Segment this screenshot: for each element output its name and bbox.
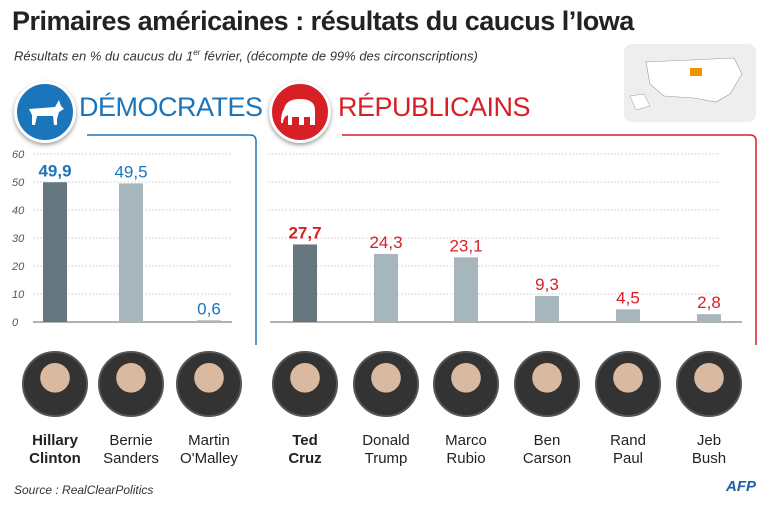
candidate-photo bbox=[272, 351, 338, 417]
bar bbox=[616, 309, 640, 322]
dem-frame bbox=[87, 134, 257, 345]
candidate-photo bbox=[176, 351, 242, 417]
first-name: Ted bbox=[292, 432, 318, 449]
candidate-photo bbox=[676, 351, 742, 417]
source: Source : RealClearPolitics bbox=[14, 483, 154, 497]
first-name: Rand bbox=[610, 432, 646, 449]
last-name: Sanders bbox=[103, 450, 159, 467]
donkey-logo-icon bbox=[14, 81, 76, 143]
bar-charts: 0 10 20 30 40 50 60 49,9 49,5 0,6 27,7 24,3 23,1 9,3 4… bbox=[11, 134, 757, 345]
first-name: Hillary bbox=[32, 432, 78, 449]
data-label: 4,5 bbox=[616, 288, 640, 307]
bar bbox=[197, 320, 221, 322]
data-label: 23,1 bbox=[449, 236, 482, 255]
y-tick-label: 20 bbox=[11, 261, 25, 273]
candidate-name: Hillary Clinton bbox=[15, 432, 95, 468]
dem-title: DÉMOCRATES bbox=[79, 92, 263, 122]
data-label: 27,7 bbox=[288, 223, 321, 242]
candidate-name: Ben Carson bbox=[507, 432, 587, 468]
data-label: 2,8 bbox=[697, 293, 721, 312]
y-tick-label: 30 bbox=[12, 233, 25, 245]
subtitle: Résultats en % du caucus du 1er février,… bbox=[14, 48, 478, 63]
elephant-logo-icon bbox=[269, 81, 331, 143]
first-name: Jeb bbox=[696, 432, 722, 449]
data-label: 49,9 bbox=[38, 161, 71, 180]
first-name: Martin bbox=[188, 432, 230, 449]
candidate-name: Ted Cruz bbox=[265, 432, 345, 468]
data-label: 49,5 bbox=[114, 162, 147, 181]
last-name: O'Malley bbox=[180, 450, 238, 467]
candidate-photo bbox=[595, 351, 661, 417]
last-name: Rubio bbox=[446, 450, 486, 467]
us-map-iowa bbox=[624, 44, 756, 122]
candidate-photo bbox=[514, 351, 580, 417]
bar bbox=[293, 244, 317, 322]
first-name: Bernie bbox=[109, 432, 153, 449]
first-name: Marco bbox=[445, 432, 487, 449]
last-name: Bush bbox=[691, 450, 727, 467]
bar bbox=[697, 314, 721, 322]
last-name: Carson bbox=[522, 450, 572, 467]
candidate-photo bbox=[98, 351, 164, 417]
first-name: Ben bbox=[533, 432, 561, 449]
candidate-name: Martin O'Malley bbox=[169, 432, 249, 468]
y-tick-label: 60 bbox=[12, 149, 25, 161]
last-name: Cruz bbox=[288, 450, 322, 467]
bar bbox=[535, 295, 559, 322]
data-label: 9,3 bbox=[535, 275, 559, 294]
candidate-photo bbox=[353, 351, 419, 417]
bar bbox=[374, 253, 398, 322]
subtitle-rest: février, (décompte de 99% des circonscri… bbox=[200, 48, 478, 64]
rep-frame bbox=[342, 134, 757, 345]
y-tick-label: 40 bbox=[12, 205, 25, 217]
afp-logo: AFP bbox=[726, 478, 756, 495]
y-tick-label: 50 bbox=[12, 177, 25, 189]
last-name: Clinton bbox=[29, 450, 81, 467]
data-label: 0,6 bbox=[197, 299, 221, 318]
page-title: Primaires américaines : résultats du cau… bbox=[12, 6, 634, 36]
subtitle-sup: er bbox=[193, 48, 201, 57]
y-tick-label: 0 bbox=[12, 317, 19, 329]
last-name: Paul bbox=[612, 450, 644, 467]
first-name: Donald bbox=[362, 432, 410, 449]
candidate-name: Bernie Sanders bbox=[91, 432, 171, 468]
y-tick-label: 10 bbox=[12, 289, 25, 301]
bar bbox=[119, 183, 143, 322]
candidate-photo bbox=[22, 351, 88, 417]
data-label: 24,3 bbox=[369, 233, 402, 252]
bar bbox=[454, 257, 478, 322]
candidate-name: Marco Rubio bbox=[426, 432, 506, 468]
bar bbox=[43, 182, 67, 322]
candidate-name: Jeb Bush bbox=[669, 432, 749, 468]
candidate-name: Rand Paul bbox=[588, 432, 668, 468]
rep-title: RÉPUBLICAINS bbox=[338, 92, 531, 122]
last-name: Trump bbox=[364, 450, 408, 467]
candidate-name: Donald Trump bbox=[346, 432, 426, 468]
subtitle-text: Résultats en % du caucus du 1 bbox=[14, 48, 194, 64]
candidate-photo bbox=[433, 351, 499, 417]
